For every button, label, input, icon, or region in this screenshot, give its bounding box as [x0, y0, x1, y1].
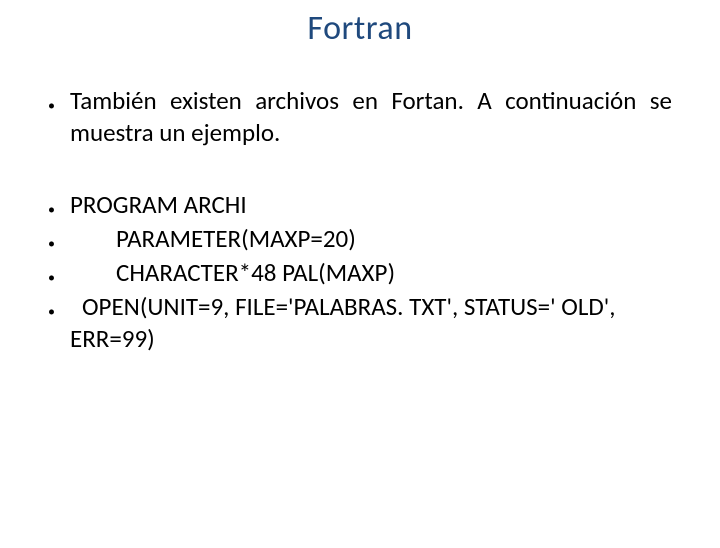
slide-body: También existen archivos en Fortan. A co… — [0, 85, 720, 355]
bullet-text-content: OPEN(UNIT=9, FILE='PALABRAS. TXT', STATU… — [70, 291, 615, 354]
bullet-dot-icon — [48, 291, 70, 321]
bullet-item: También existen archivos en Fortan. A co… — [48, 85, 672, 149]
bullet-text: OPEN(UNIT=9, FILE='PALABRAS. TXT', STATU… — [70, 291, 672, 355]
bullet-spacer — [48, 151, 672, 189]
bullet-text: También existen archivos en Fortan. A co… — [70, 85, 672, 149]
bullet-text: CHARACTER*48 PAL(MAXP) — [70, 257, 672, 289]
slide-title: Fortran — [0, 8, 720, 49]
bullet-text-content: También existen archivos en Fortan. A co… — [70, 85, 672, 148]
bullet-text-content: PROGRAM ARCHI — [70, 189, 247, 220]
bullet-dot-icon — [48, 223, 70, 253]
bullet-item: PARAMETER(MAXP=20) — [48, 223, 672, 255]
bullet-text-content: CHARACTER*48 PAL(MAXP) — [116, 257, 395, 288]
bullet-text: PARAMETER(MAXP=20) — [70, 223, 672, 255]
bullet-item: OPEN(UNIT=9, FILE='PALABRAS. TXT', STATU… — [48, 291, 672, 355]
bullet-dot-icon — [48, 85, 70, 115]
bullet-dot-icon — [48, 257, 70, 287]
bullet-text-content: PARAMETER(MAXP=20) — [116, 223, 356, 254]
bullet-item: CHARACTER*48 PAL(MAXP) — [48, 257, 672, 289]
bullet-text: PROGRAM ARCHI — [70, 189, 672, 221]
bullet-item: PROGRAM ARCHI — [48, 189, 672, 221]
slide: Fortran También existen archivos en Fort… — [0, 8, 720, 548]
bullet-dot-icon — [48, 189, 70, 219]
